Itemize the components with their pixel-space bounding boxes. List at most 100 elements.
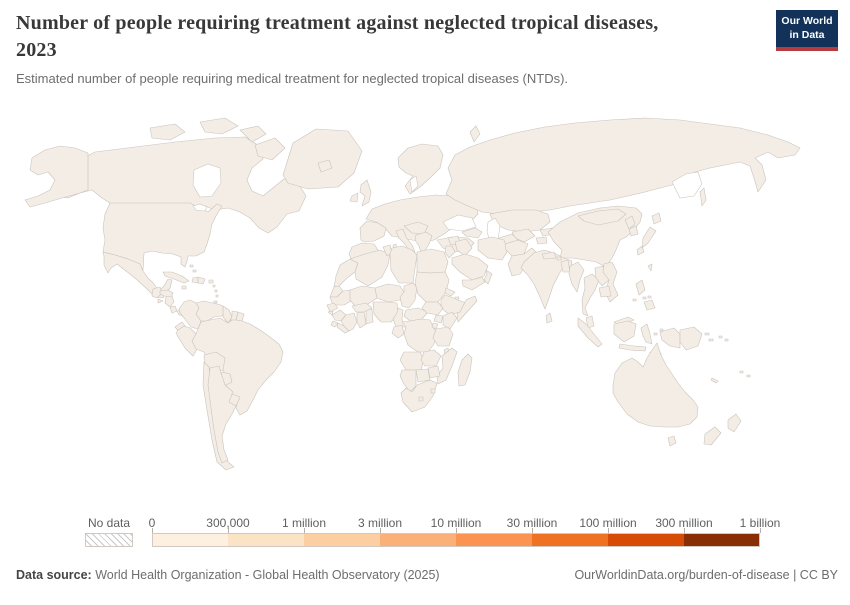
legend-swatch-2[interactable] [228, 533, 304, 547]
country-libya[interactable] [389, 245, 418, 284]
legend-swatch-4[interactable] [380, 533, 456, 547]
country-namibia[interactable] [399, 369, 417, 393]
country-costa-rica[interactable] [169, 305, 178, 314]
country-canada-arctic[interactable] [149, 117, 286, 161]
country-yemen[interactable] [461, 276, 486, 291]
country-thailand[interactable] [581, 273, 600, 317]
country-new-zealand[interactable] [703, 413, 742, 446]
country-guatemala[interactable] [151, 286, 163, 299]
country-lesotho[interactable] [418, 396, 424, 402]
country-chad[interactable] [399, 282, 418, 309]
country-sudan[interactable] [414, 271, 450, 303]
country-sierra-leone[interactable] [330, 320, 339, 328]
country-liberia[interactable] [336, 322, 350, 334]
country-new-caledonia[interactable] [710, 377, 719, 384]
country-congo-gabon[interactable] [391, 324, 405, 339]
country-haiti[interactable] [191, 276, 199, 284]
country-niger[interactable] [374, 283, 405, 303]
country-cote-divoire[interactable] [340, 312, 358, 332]
legend-swatch-3[interactable] [304, 533, 380, 547]
country-north-korea[interactable] [624, 215, 636, 230]
country-china[interactable] [547, 205, 643, 267]
owid-logo[interactable]: Our World in Data [776, 10, 838, 51]
country-iran[interactable] [477, 236, 509, 261]
country-myanmar[interactable] [568, 261, 585, 293]
country-india[interactable] [520, 249, 573, 310]
country-mali[interactable] [349, 285, 378, 308]
country-sakhalin[interactable] [699, 187, 707, 207]
country-uganda[interactable] [433, 314, 444, 324]
country-tajikistan[interactable] [535, 236, 548, 245]
country-morocco[interactable] [333, 258, 359, 288]
country-cambodia[interactable] [598, 285, 612, 298]
legend-swatch-6[interactable] [532, 533, 608, 547]
country-somalia[interactable] [456, 295, 478, 323]
country-puerto-rico[interactable] [208, 279, 214, 284]
legend-swatch-5[interactable] [456, 533, 532, 547]
country-greenland[interactable] [282, 128, 363, 190]
country-zambia[interactable] [420, 349, 442, 367]
country-nepal[interactable] [541, 251, 557, 260]
country-caucasus[interactable] [461, 227, 483, 239]
country-guyana[interactable] [222, 305, 233, 324]
country-vanuatu[interactable] [739, 370, 744, 374]
country-uruguay[interactable] [228, 393, 241, 407]
country-mozambique[interactable] [436, 347, 458, 385]
country-iraq[interactable] [454, 238, 473, 257]
country-zimbabwe[interactable] [427, 365, 441, 379]
country-uk[interactable] [359, 179, 372, 207]
legend-no-data-swatch[interactable] [85, 533, 133, 547]
country-bhutan[interactable] [556, 256, 562, 261]
country-el-salvador[interactable] [157, 298, 164, 304]
country-guinea-bissau[interactable] [327, 310, 334, 316]
country-argentina[interactable] [207, 365, 237, 464]
country-australia[interactable] [612, 342, 699, 447]
country-france[interactable] [359, 220, 387, 243]
country-eritrea[interactable] [444, 287, 456, 297]
country-eswatini[interactable] [430, 388, 436, 394]
country-japan[interactable] [636, 212, 662, 256]
country-scandinavia[interactable] [397, 143, 444, 195]
country-solomon-islands[interactable] [718, 335, 729, 342]
country-tanzania[interactable] [432, 326, 454, 347]
country-south-korea[interactable] [628, 225, 639, 237]
country-levant[interactable] [444, 245, 456, 259]
country-novaya-zemlya[interactable] [469, 125, 481, 143]
country-cuba[interactable] [162, 271, 190, 284]
country-egypt[interactable] [416, 248, 449, 274]
country-jamaica[interactable] [181, 285, 187, 290]
country-fiji[interactable] [746, 374, 751, 378]
legend-swatch-1[interactable] [152, 533, 228, 547]
country-burkina-faso[interactable] [351, 302, 373, 313]
country-saudi-arabia[interactable] [451, 253, 489, 281]
country-bahamas[interactable] [189, 264, 197, 273]
country-iceland[interactable] [317, 159, 333, 173]
country-sri-lanka[interactable] [545, 312, 553, 324]
country-alaska[interactable] [24, 145, 89, 208]
country-venezuela[interactable] [195, 300, 227, 322]
country-oman[interactable] [483, 269, 493, 285]
country-ghana[interactable] [356, 311, 367, 329]
country-south-africa[interactable] [400, 379, 438, 413]
legend-swatch-7[interactable] [608, 533, 684, 547]
country-dr-congo[interactable] [401, 318, 437, 353]
country-dominican-republic[interactable] [197, 276, 206, 285]
country-laos[interactable] [594, 265, 610, 287]
country-philippines[interactable] [632, 279, 656, 311]
country-algeria[interactable] [349, 249, 391, 287]
country-lesser-antilles[interactable] [212, 284, 219, 304]
country-senegal[interactable] [326, 302, 339, 313]
legend-swatch-8[interactable] [684, 533, 760, 547]
country-botswana[interactable] [415, 368, 431, 383]
country-russia[interactable] [445, 117, 801, 215]
country-kenya[interactable] [442, 311, 458, 330]
country-madagascar[interactable] [457, 353, 473, 387]
country-mongolia[interactable] [577, 208, 627, 226]
country-taiwan[interactable] [647, 263, 653, 272]
country-kazakhstan[interactable] [489, 209, 551, 233]
country-ireland[interactable] [349, 192, 359, 203]
country-alps-pannonia[interactable] [403, 221, 429, 235]
footer-link[interactable]: OurWorldinData.org/burden-of-disease | C… [574, 568, 838, 582]
country-papua-new-guinea[interactable] [679, 326, 714, 351]
country-togo-benin[interactable] [365, 308, 374, 325]
